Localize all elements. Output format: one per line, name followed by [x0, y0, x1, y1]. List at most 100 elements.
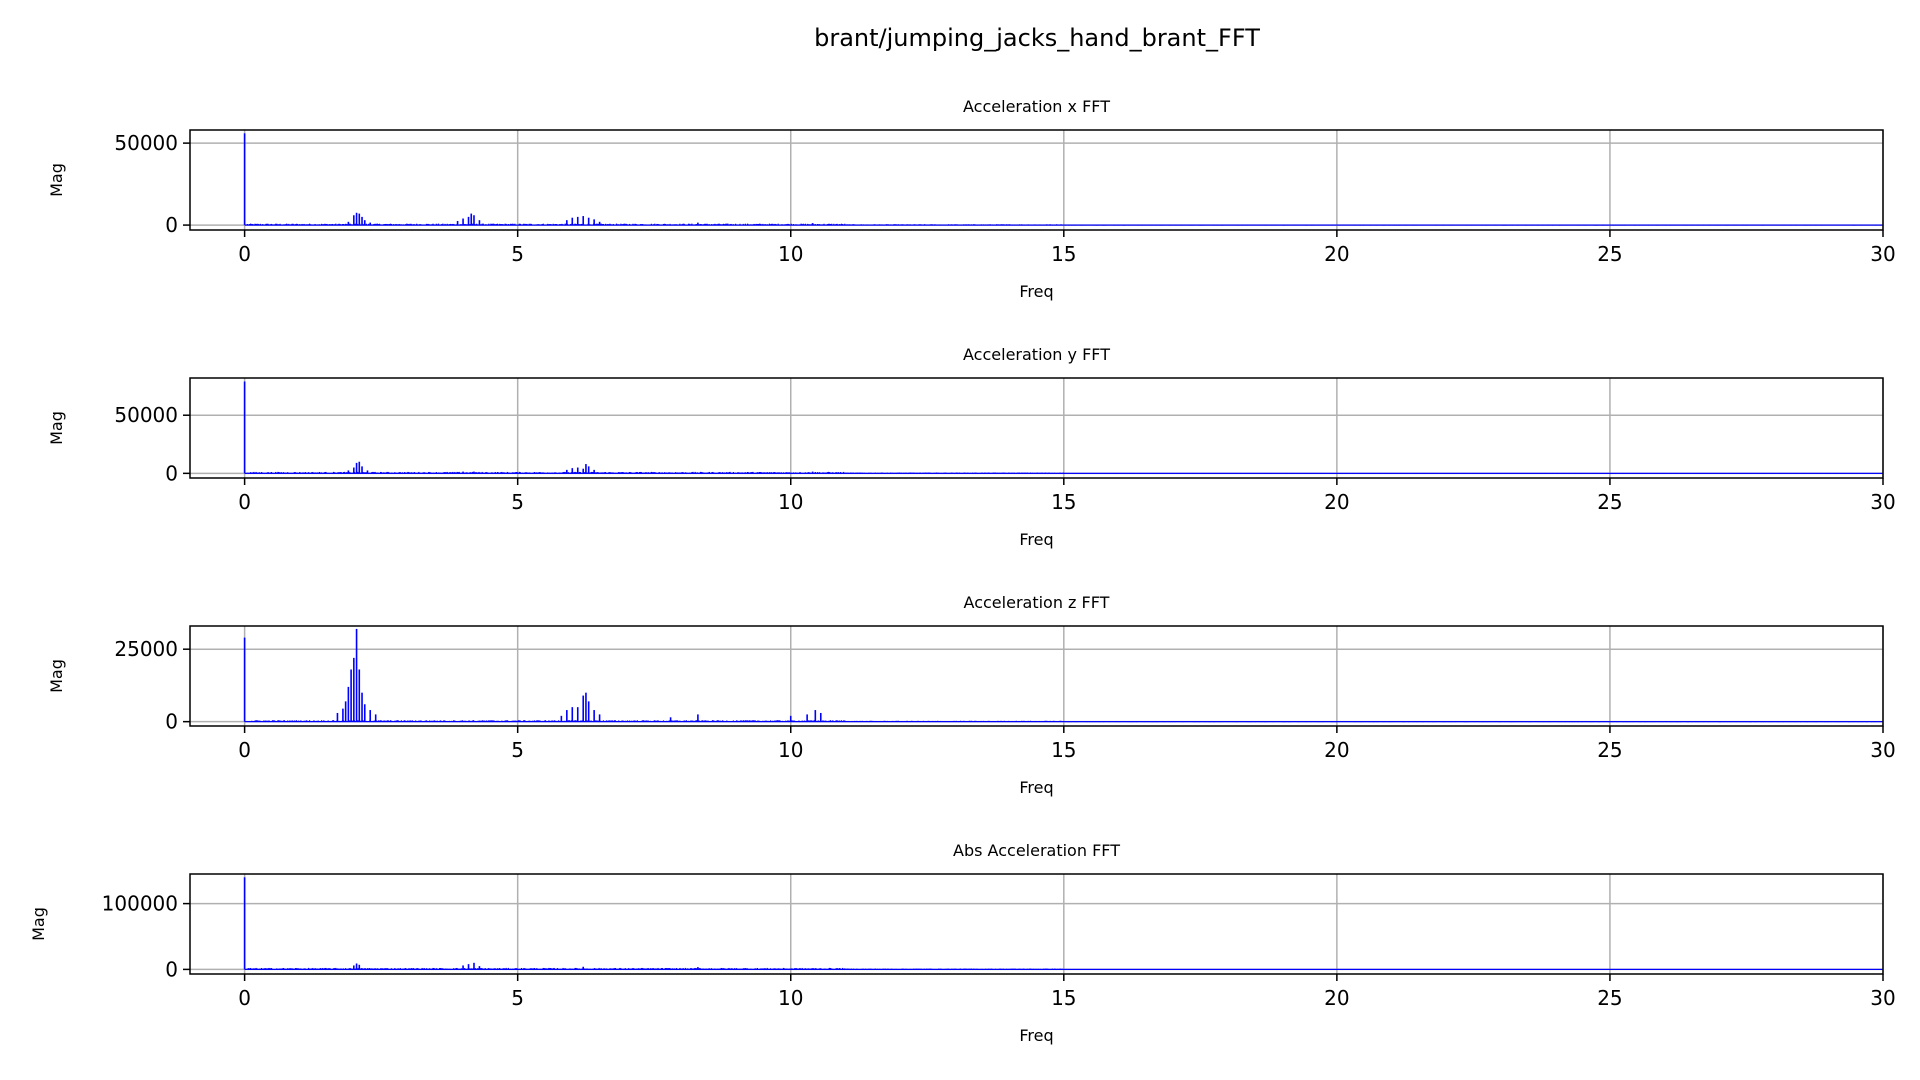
spectrum-bar: [293, 720, 295, 722]
peak-bar: [358, 213, 361, 226]
spectrum-bar: [307, 967, 310, 970]
spectrum-bar: [575, 472, 577, 474]
spectrum-bar: [256, 223, 258, 226]
spectrum-bar: [446, 471, 448, 474]
spectrum-bar: [464, 967, 466, 970]
spectrum-bar: [642, 720, 644, 722]
spectrum-bar: [322, 967, 324, 970]
peak-bar: [347, 470, 350, 474]
spectrum-bar: [324, 223, 326, 226]
spectrum-bar: [839, 472, 842, 474]
peak-bar: [361, 692, 363, 722]
spectrum-bar: [695, 720, 697, 722]
spectrum-bar: [438, 968, 441, 970]
spectrum-bar: [411, 720, 413, 722]
spectrum-bar: [524, 223, 526, 226]
spectrum-bar: [271, 720, 274, 722]
peak-bar: [593, 710, 595, 722]
spectrum-bar: [342, 472, 345, 474]
peak-bar: [369, 710, 372, 722]
peak-bar: [585, 464, 587, 474]
spectrum-bar: [289, 968, 291, 970]
spectrum-bar: [374, 968, 376, 970]
spectrum-bar: [547, 223, 549, 226]
spectrum-bar: [387, 720, 389, 722]
spectrum-bar: [520, 967, 523, 970]
peak-bar: [366, 470, 369, 474]
spectrum-bar: [567, 720, 570, 722]
spectrum-bar: [705, 223, 707, 226]
peak-bar: [811, 471, 814, 474]
spectrum-bar: [579, 472, 582, 474]
spectrum-bar: [488, 967, 490, 970]
x-axis-label: Freq: [1019, 530, 1053, 549]
peak-bar: [473, 471, 475, 474]
spectrum-bar: [367, 223, 370, 226]
spectrum-bar: [614, 720, 617, 722]
spectrum-bar: [718, 223, 720, 226]
spectrum-bar: [432, 967, 434, 970]
spectrum-bar: [409, 223, 411, 226]
spectrum-bar: [304, 472, 306, 474]
spectrum-bar: [574, 471, 576, 474]
spectrum-bar: [505, 967, 507, 970]
peak-bar: [582, 695, 585, 722]
spectrum-bar: [645, 472, 647, 474]
spectrum-bar: [831, 223, 833, 226]
spectrum-bar: [503, 968, 505, 970]
spectrum-bar: [623, 223, 625, 226]
x-tick-label: 25: [1597, 242, 1622, 266]
spectrum-bar: [654, 223, 656, 226]
spectrum-bar: [472, 720, 475, 722]
spectrum-bar: [264, 968, 266, 970]
spectrum-bar: [369, 968, 371, 970]
spectrum-bar: [279, 223, 281, 226]
spectrum-bar: [272, 720, 275, 722]
spectrum-bar: [683, 720, 685, 722]
peak-bar: [374, 714, 377, 722]
spectrum-bar: [321, 223, 323, 226]
spectrum-bar: [270, 968, 272, 970]
spectrum-bar: [408, 968, 410, 970]
spectrum-bar: [394, 472, 396, 474]
spectrum-bar: [309, 720, 311, 722]
spectrum-bar: [334, 968, 336, 970]
spectrum-bar: [636, 720, 638, 722]
spectrum-bar: [725, 223, 727, 226]
spectrum-bar: [259, 223, 262, 226]
spectrum-bar: [840, 223, 843, 226]
x-tick-label: 0: [238, 738, 251, 762]
spectrum-bar: [289, 720, 291, 722]
axes-frame: [189, 377, 1884, 479]
spectrum-bar: [752, 471, 754, 474]
spectrum-bar: [717, 720, 719, 722]
peak-bar: [571, 468, 574, 474]
spectrum-bar: [832, 720, 834, 722]
axes-frame: [189, 625, 1884, 727]
spectrum-bar: [552, 223, 554, 226]
peak-bar: [697, 714, 699, 722]
spectrum-bar: [553, 720, 555, 722]
peak-bar: [361, 216, 363, 226]
spectrum-bar: [294, 968, 297, 970]
spectrum-bar: [595, 720, 597, 722]
spectrum-bar: [691, 223, 693, 226]
spectrum-bar: [543, 968, 546, 970]
spectrum-bar: [636, 472, 638, 474]
spectrum-bar: [624, 223, 626, 226]
peak-bar: [347, 221, 350, 226]
spectrum-bar: [591, 471, 594, 474]
spectrum-bar: [745, 720, 748, 722]
spectrum-bar: [389, 223, 392, 226]
spectrum-bar: [361, 967, 363, 970]
spectrum-bar: [300, 720, 302, 722]
spectrum-bar: [435, 968, 437, 970]
spectrum-bar: [340, 472, 342, 474]
spectrum-bar: [814, 472, 816, 474]
spectrum-bar: [312, 471, 314, 474]
spectrum-bar: [568, 720, 571, 722]
spectrum-bar: [387, 471, 389, 474]
x-tick-label: 30: [1870, 490, 1895, 514]
x-tick-label: 10: [778, 490, 803, 514]
